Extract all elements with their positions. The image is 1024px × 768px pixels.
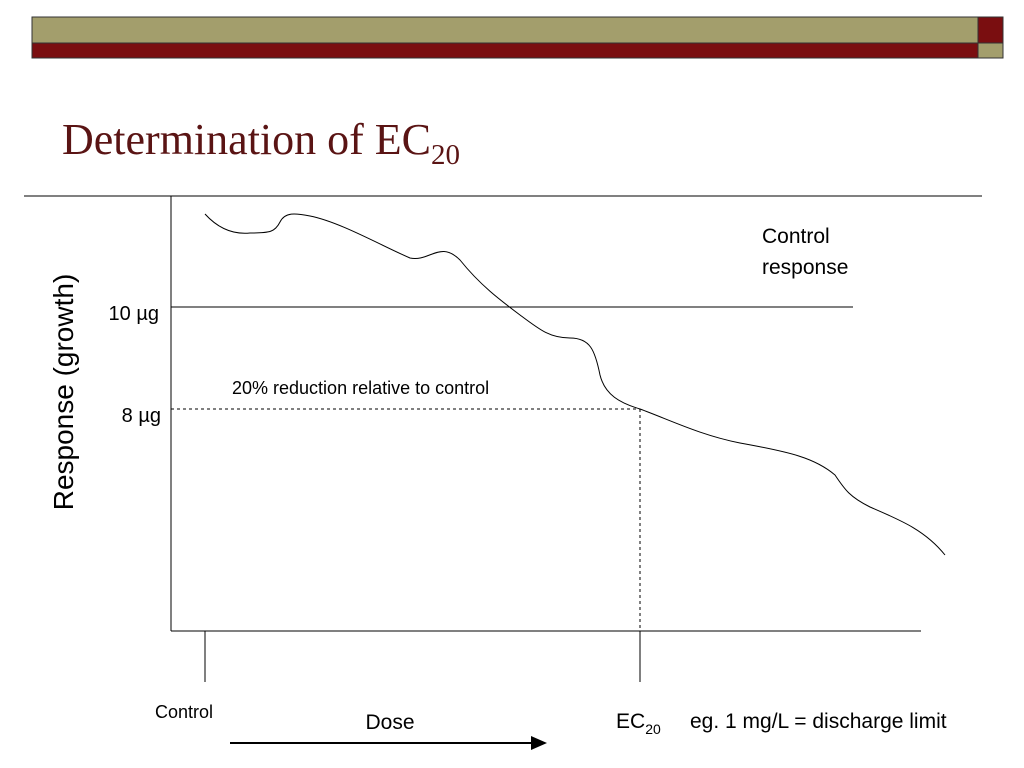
x-axis-label: Dose	[365, 711, 414, 734]
slide-title: Determination of EC20	[62, 115, 460, 171]
reduction-note: 20% reduction relative to control	[232, 378, 489, 398]
dose-response-curve	[204, 213, 946, 556]
level-low-label: 8 µg	[122, 405, 161, 427]
dose-arrowhead	[531, 736, 547, 750]
ec-label: EC20	[616, 710, 661, 737]
header-bar-olive	[31, 16, 979, 44]
title-subscript: 20	[431, 139, 460, 171]
title-text: Determination of EC	[62, 115, 431, 164]
ec-subscript: 20	[645, 721, 661, 737]
level-high-label: 10 µg	[109, 303, 159, 325]
y-axis-label: Response (growth)	[48, 274, 79, 511]
control-label: Control	[155, 702, 213, 722]
header-square-red	[977, 16, 1004, 44]
header-square-olive	[977, 42, 1004, 59]
control-response-line2: response	[762, 256, 848, 279]
header-bar-red	[31, 42, 979, 59]
ec-note: eg. 1 mg/L = discharge limit	[690, 710, 947, 733]
control-response-line1: Control	[762, 225, 830, 248]
ec-text: EC	[616, 710, 645, 733]
